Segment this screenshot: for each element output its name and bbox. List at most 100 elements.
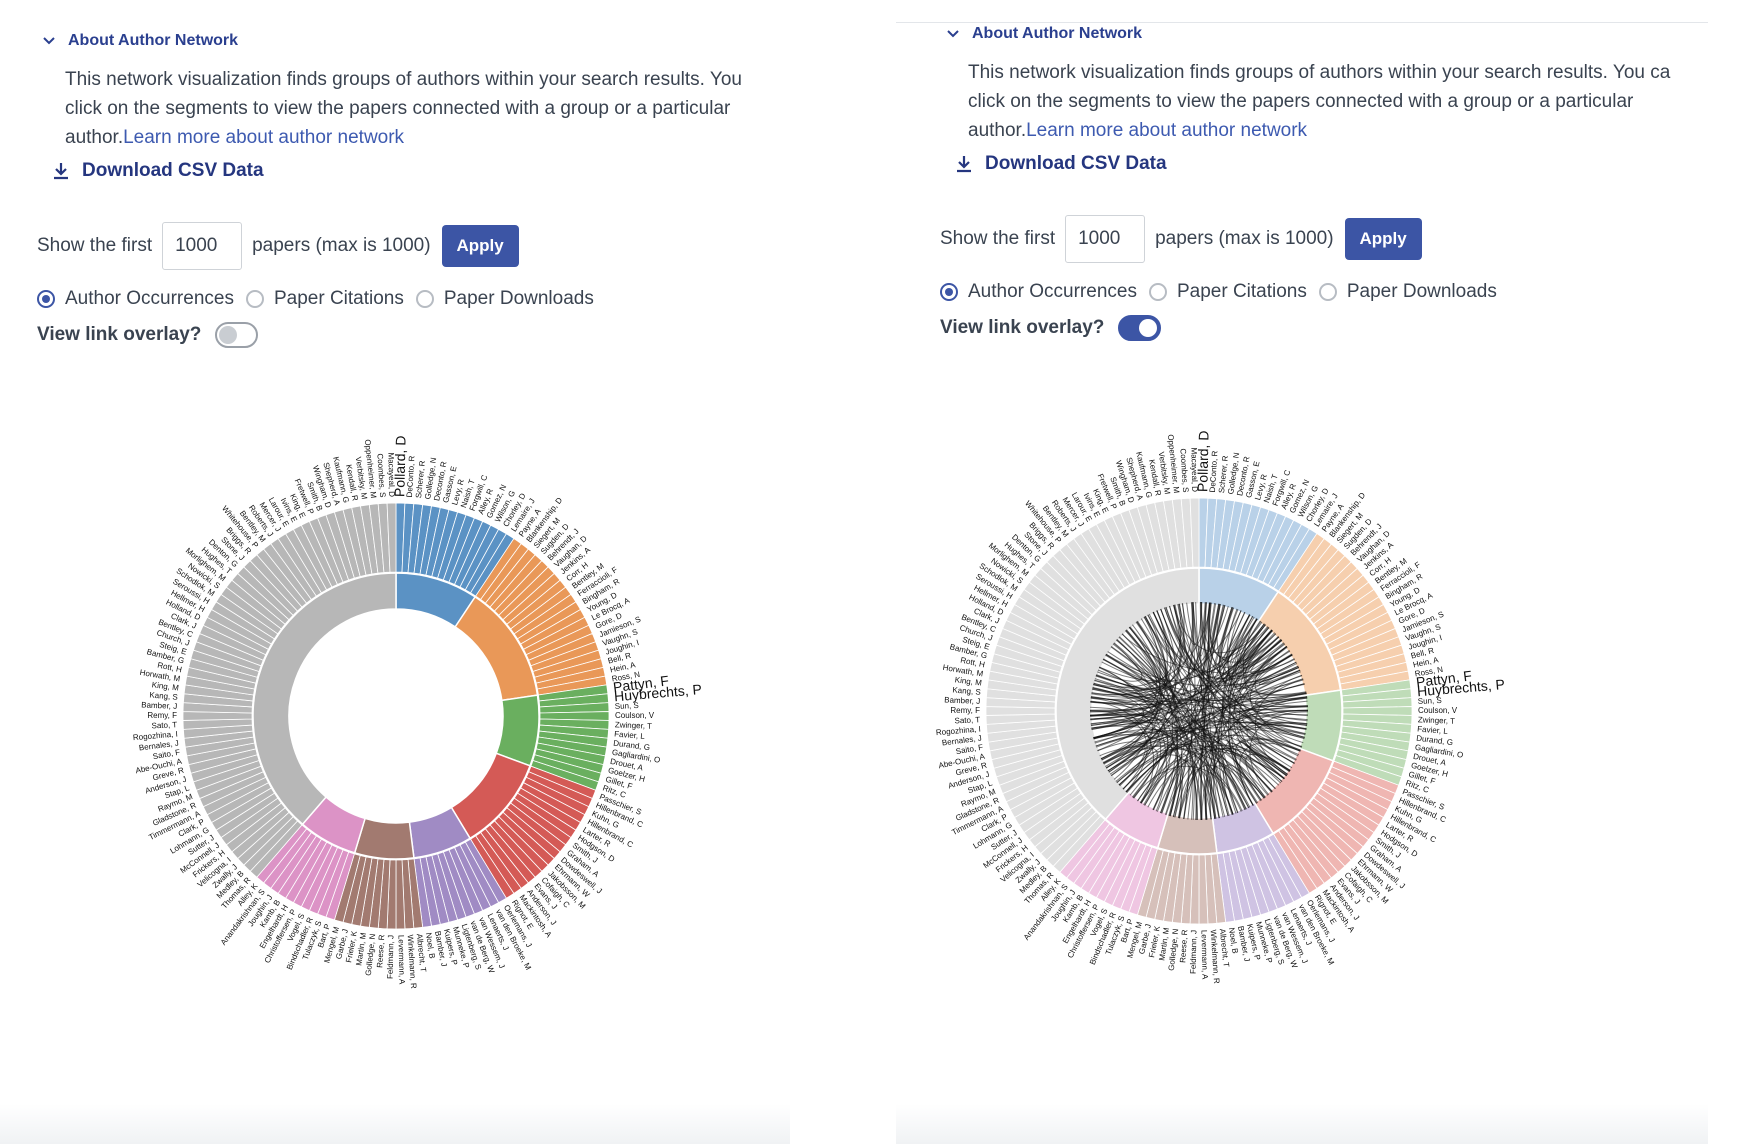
radio-label: Paper Downloads xyxy=(443,288,594,309)
author-label: Pollard, D xyxy=(391,435,408,497)
group-segment[interactable] xyxy=(252,572,397,826)
link-overlay-row: View link overlay? xyxy=(37,322,259,348)
author-label: Zwinger, T xyxy=(615,720,653,731)
author-label: Noel, B xyxy=(1227,927,1240,954)
link-line xyxy=(1096,730,1276,790)
link-line xyxy=(1090,605,1229,700)
author-label: Feldmann, J xyxy=(1189,930,1199,974)
radio-paper-downloads[interactable]: Paper Downloads xyxy=(1318,281,1497,303)
link-line xyxy=(1105,654,1300,693)
author-label: Scherer, R xyxy=(414,460,427,499)
radio-dot[interactable] xyxy=(415,290,434,308)
author-label: Albrecht, T xyxy=(1218,928,1231,967)
link-overlay-toggle[interactable] xyxy=(215,322,259,348)
author-label: Winkelmann, R xyxy=(1209,929,1221,984)
link-line xyxy=(1108,614,1251,773)
link-line xyxy=(1192,602,1229,817)
author-label: Sato, T xyxy=(954,715,980,725)
learn-more-link[interactable]: Learn more about author network xyxy=(1026,120,1308,141)
radio-dot-selected[interactable] xyxy=(37,290,55,308)
author-segment[interactable] xyxy=(386,502,397,573)
author-network-panel-left: About Author Network This network visual… xyxy=(0,0,790,1144)
link-line xyxy=(1156,610,1194,820)
author-label: Bamber, J xyxy=(141,700,177,711)
link-line xyxy=(1249,715,1308,727)
link-line xyxy=(1207,602,1224,818)
link-line xyxy=(1102,658,1197,820)
author-label: Pattyn, F xyxy=(1415,667,1473,690)
link-line xyxy=(1173,604,1266,654)
papers-count-input[interactable] xyxy=(1065,215,1146,263)
chevron-down-icon xyxy=(43,37,55,45)
link-line xyxy=(1165,607,1295,765)
author-label: Winkelmann, R xyxy=(406,934,418,989)
author-label: Rogozhina, I xyxy=(936,724,982,737)
link-line xyxy=(1144,616,1273,679)
description-line-1: This network visualization finds groups … xyxy=(65,69,742,90)
link-line xyxy=(1238,654,1293,784)
link-line xyxy=(1121,633,1247,810)
radio-dot[interactable] xyxy=(245,290,264,308)
author-label: Favier, L xyxy=(1417,724,1449,736)
radio-author-occurrences[interactable]: Author Occurrences xyxy=(940,281,1137,303)
download-csv-button[interactable]: Download CSV Data xyxy=(50,160,264,182)
link-line xyxy=(1094,678,1273,793)
link-line xyxy=(1095,730,1288,776)
author-label: Remy, F xyxy=(950,706,980,715)
chevron-down-icon xyxy=(947,30,959,38)
download-icon xyxy=(957,156,971,173)
link-line xyxy=(1249,711,1308,796)
radio-dot[interactable] xyxy=(1318,283,1337,301)
description-line-1: This network visualization finds groups … xyxy=(968,62,1671,83)
link-line xyxy=(1201,646,1288,820)
apply-button[interactable]: Apply xyxy=(441,225,519,267)
author-label: Kang, S xyxy=(952,685,981,696)
link-line xyxy=(1178,748,1280,819)
link-line xyxy=(1222,611,1307,699)
about-title: About Author Network xyxy=(972,25,1143,42)
top-divider xyxy=(896,22,1708,23)
radio-dot[interactable] xyxy=(1148,283,1167,301)
link-line xyxy=(1091,721,1307,730)
link-line xyxy=(1164,607,1305,740)
download-label: Download CSV Data xyxy=(82,160,264,181)
author-label: Huybrechts, P xyxy=(613,681,702,704)
link-line xyxy=(1165,606,1302,748)
radio-paper-citations[interactable]: Paper Citations xyxy=(1148,281,1307,303)
bottom-fade xyxy=(896,1104,1708,1144)
download-csv-button[interactable]: Download CSV Data xyxy=(953,153,1167,175)
link-overlay-toggle[interactable] xyxy=(1118,315,1162,341)
radio-dot-selected[interactable] xyxy=(940,283,958,301)
about-author-network-toggle[interactable]: About Author Network xyxy=(40,32,238,50)
radio-label: Author Occurrences xyxy=(65,288,234,309)
papers-count-input[interactable] xyxy=(162,222,243,270)
link-line xyxy=(1093,734,1243,812)
link-line xyxy=(1097,741,1146,787)
link-line xyxy=(1207,602,1239,813)
radio-author-occurrences[interactable]: Author Occurrences xyxy=(37,288,234,310)
description-line-3: author.Learn more about author network xyxy=(968,116,1670,145)
link-line xyxy=(1160,773,1179,816)
link-line xyxy=(1103,744,1285,780)
author-label: Zwinger, T xyxy=(1418,715,1456,726)
author-label: Levermann, A xyxy=(1199,930,1209,980)
link-line xyxy=(1097,643,1143,682)
apply-button[interactable]: Apply xyxy=(1344,218,1422,260)
author-label: Sun, S xyxy=(1418,696,1442,706)
radio-paper-citations[interactable]: Paper Citations xyxy=(245,288,404,310)
show-first-label: Show the first xyxy=(37,235,153,256)
author-label: Coombes, S xyxy=(375,453,387,498)
learn-more-link[interactable]: Learn more about author network xyxy=(123,127,405,148)
about-author-network-toggle[interactable]: About Author Network xyxy=(944,25,1142,43)
author-label: Golledge, N xyxy=(364,933,377,976)
radio-paper-downloads[interactable]: Paper Downloads xyxy=(415,288,594,310)
author-label: Coombes, S xyxy=(1178,448,1190,493)
author-label: Scherer, R xyxy=(1217,455,1230,494)
link-line xyxy=(1101,611,1176,761)
link-line xyxy=(1250,638,1293,674)
link-line xyxy=(1144,753,1189,820)
link-line xyxy=(1116,639,1247,810)
author-segment[interactable] xyxy=(1189,497,1200,568)
